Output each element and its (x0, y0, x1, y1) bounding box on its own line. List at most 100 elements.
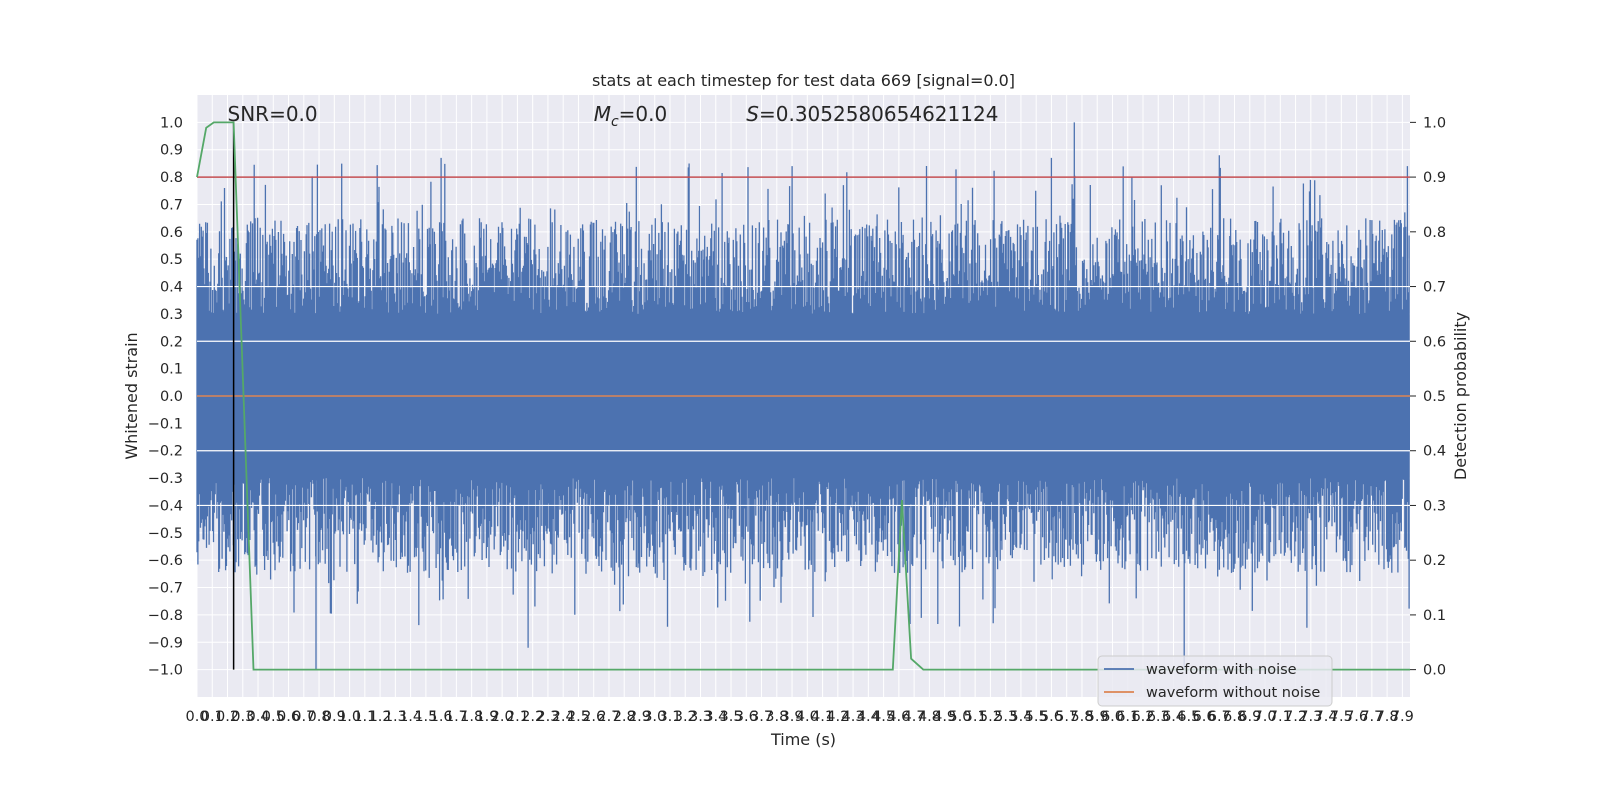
y2-tick-label: 0.2 (1423, 553, 1446, 569)
y2-tick-label: 0.9 (1423, 170, 1446, 186)
y-tick-label: −1.0 (148, 663, 183, 679)
x-tick-label: 4.8 (918, 709, 941, 725)
x-tick-label: 1.2 (369, 709, 392, 725)
y-axis-label: Whitened strain (122, 332, 141, 459)
x-tick-label: 2.1 (506, 709, 529, 725)
y-tick-label: −0.2 (148, 444, 183, 460)
y-tick-label: 0.8 (160, 170, 183, 186)
mc-symbol: M (594, 102, 611, 126)
y2-tick-label: 0.4 (1423, 444, 1446, 460)
y2-tick-label: 0.6 (1423, 334, 1446, 350)
y-tick-label: −0.4 (148, 498, 183, 514)
x-tick-label: 6.1 (1116, 709, 1139, 725)
x-tick-label: 7.7 (1360, 709, 1383, 725)
tick-labels: 0.00.10.20.30.40.50.60.70.80.91.01.11.21… (148, 115, 1446, 725)
x-tick-label: 5.7 (1055, 709, 1078, 725)
x-tick-label: 4.0 (796, 709, 819, 725)
x-tick-label: 4.2 (826, 709, 849, 725)
y2-tick-label: 0.5 (1423, 389, 1446, 405)
x-tick-label: 6.4 (1162, 709, 1185, 725)
y2-tick-label: 0.3 (1423, 498, 1446, 514)
mc-value: =0.0 (619, 102, 668, 126)
x-tick-label: 2.2 (521, 709, 544, 725)
x-tick-label: 3.6 (735, 709, 758, 725)
x-tick-label: 2.0 (491, 709, 514, 725)
y2-tick-label: 1.0 (1423, 115, 1446, 131)
x-tick-label: 1.5 (414, 709, 437, 725)
x-tick-label: 6.2 (1131, 709, 1154, 725)
x-tick-label: 7.4 (1315, 709, 1338, 725)
x-tick-label: 5.4 (1009, 709, 1032, 725)
x-tick-label: 0.2 (216, 709, 239, 725)
x-tick-label: 1.1 (353, 709, 376, 725)
x-tick-label: 2.3 (536, 709, 559, 725)
x-tick-label: 5.0 (948, 709, 971, 725)
x-tick-label: 0.5 (262, 709, 285, 725)
x-tick-label: 0.0 (185, 709, 208, 725)
x-tick-label: 7.5 (1330, 709, 1353, 725)
x-tick-label: 3.4 (704, 709, 727, 725)
x-tick-label: 4.1 (811, 709, 834, 725)
x-tick-label: 2.8 (613, 709, 636, 725)
x-tick-label: 3.1 (658, 709, 681, 725)
x-tick-label: 1.0 (338, 709, 361, 725)
y-tick-label: 0.9 (160, 143, 183, 159)
x-tick-label: 1.3 (384, 709, 407, 725)
x-tick-label: 6.6 (1192, 709, 1215, 725)
x-tick-label: 7.2 (1284, 709, 1307, 725)
x-tick-label: 0.8 (308, 709, 331, 725)
x-tick-label: 4.9 (933, 709, 956, 725)
x-tick-label: 0.3 (231, 709, 254, 725)
x-tick-label: 3.3 (689, 709, 712, 725)
x-tick-label: 7.6 (1345, 709, 1368, 725)
y-tick-label: −0.9 (148, 635, 183, 651)
x-tick-label: 3.0 (643, 709, 666, 725)
x-axis-label: Time (s) (770, 730, 836, 749)
y-tick-label: −0.8 (148, 608, 183, 624)
y2-tick-label: 0.7 (1423, 280, 1446, 296)
y-tick-label: −0.6 (148, 553, 183, 569)
s-annotation: S=0.3052580654621124 (746, 102, 998, 126)
x-tick-label: 5.5 (1025, 709, 1048, 725)
chart-title: stats at each timestep for test data 669… (592, 71, 1015, 90)
x-tick-label: 7.9 (1391, 709, 1414, 725)
mc-annotation: Mc=0.0 (594, 102, 668, 130)
x-tick-label: 3.5 (719, 709, 742, 725)
x-tick-label: 5.2 (979, 709, 1002, 725)
y-tick-label: 0.6 (160, 225, 183, 241)
x-tick-label: 7.1 (1269, 709, 1292, 725)
x-tick-label: 3.7 (750, 709, 773, 725)
x-tick-label: 4.5 (872, 709, 895, 725)
x-tick-label: 3.9 (781, 709, 804, 725)
x-tick-label: 7.0 (1254, 709, 1277, 725)
x-tick-label: 0.7 (292, 709, 315, 725)
series-detection-probability (196, 121, 1410, 671)
x-tick-label: 4.3 (842, 709, 865, 725)
x-tick-label: 1.7 (445, 709, 468, 725)
y-tick-label: 1.0 (160, 115, 183, 131)
y-tick-label: 0.1 (160, 362, 183, 378)
y-tick-label: −0.3 (148, 471, 183, 487)
y-tick-label: −0.1 (148, 416, 183, 432)
x-tick-label: 0.9 (323, 709, 346, 725)
x-tick-label: 2.6 (582, 709, 605, 725)
x-tick-label: 5.6 (1040, 709, 1063, 725)
y-tick-label: 0.3 (160, 307, 183, 323)
legend: waveform with noise waveform without noi… (1097, 655, 1333, 707)
s-symbol: S (746, 102, 759, 126)
snr-annotation: SNR=0.0 (228, 102, 318, 126)
s-value: =0.3052580654621124 (759, 102, 998, 126)
x-tick-label: 6.3 (1147, 709, 1170, 725)
x-tick-label: 1.6 (430, 709, 453, 725)
x-tick-label: 2.7 (597, 709, 620, 725)
x-tick-label: 6.8 (1223, 709, 1246, 725)
x-tick-label: 0.6 (277, 709, 300, 725)
y2-tick-label: 0.8 (1423, 225, 1446, 241)
x-tick-label: 2.5 (567, 709, 590, 725)
x-tick-label: 3.2 (674, 709, 697, 725)
x-tick-label: 6.0 (1101, 709, 1124, 725)
y-tick-label: 0.5 (160, 252, 183, 268)
y2-tick-label: 0.1 (1423, 608, 1446, 624)
